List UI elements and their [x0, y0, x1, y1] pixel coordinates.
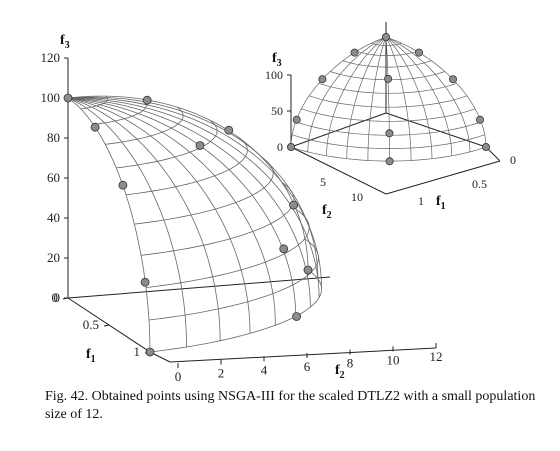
f1-tick-label: 0.5 [83, 317, 99, 332]
inset-f2-tick-label: 5 [320, 175, 326, 189]
inset-data-point [286, 142, 295, 151]
f1-axis-label: f1 [86, 347, 96, 365]
inset-f2-tick-label: 10 [351, 190, 363, 204]
inset-data-point [414, 48, 423, 57]
f1-tick-mark [62, 297, 69, 300]
mesh-meridian [67, 97, 276, 326]
mesh-meridian [67, 97, 151, 353]
inset-mesh-meridian [385, 36, 471, 152]
data-point [142, 95, 152, 105]
mesh-meridian [67, 97, 320, 298]
f2-tick-label: 8 [347, 356, 354, 371]
inset-f1-axis-label: f1 [436, 194, 446, 212]
inset-data-point [384, 74, 393, 83]
inset-f3-tick-label: 0 [277, 140, 283, 154]
mesh-meridian [67, 97, 221, 341]
f3-tick-label: 40 [47, 210, 60, 225]
inset-data-point [381, 33, 390, 42]
f2-tick-label: 10 [387, 352, 400, 367]
inset-f1-tick-label: 1 [418, 194, 424, 208]
f3-tick-label: 60 [47, 170, 60, 185]
mesh-parallel [105, 106, 184, 145]
inset-mesh-parallel [356, 50, 418, 56]
f2-axis-line [169, 347, 437, 363]
f3-tick-label: 120 [41, 50, 61, 65]
inset-f2-axis-label: f2 [322, 203, 332, 221]
inset-mesh-parallel [318, 82, 457, 94]
f2-tick-label: 6 [304, 359, 311, 374]
data-point [63, 93, 73, 103]
f3-tick-label: 20 [47, 250, 60, 265]
inset-f3-tick-label: 100 [265, 68, 283, 82]
inset-mesh-parallel [301, 108, 476, 122]
mesh-parallel [125, 136, 248, 196]
inset-data-point [481, 142, 490, 151]
data-point [303, 265, 313, 275]
inset-f2-inner-edge [290, 112, 387, 148]
inset-data-point [385, 157, 394, 166]
inset-mesh-parallel [292, 134, 485, 149]
inset-f3-axis-label: f3 [272, 51, 282, 69]
surface-mesh [67, 95, 323, 353]
inset-surface-mesh [290, 36, 487, 162]
f1-tick-label: 0 [52, 290, 59, 305]
inset-data-point [318, 75, 327, 84]
inset-front-edge-right [385, 160, 501, 195]
inset-data-point [292, 115, 301, 124]
f3-tick-label: 100 [41, 90, 61, 105]
f3-tick-label: 80 [47, 130, 60, 145]
mesh-parallel [80, 95, 109, 110]
f3-axis-label: f3 [60, 33, 70, 51]
f2-tick-label: 4 [261, 362, 268, 377]
f1-axis-line [67, 297, 152, 354]
data-point [292, 312, 302, 321]
mesh-meridian [67, 97, 297, 317]
f2-tick-label: 12 [430, 349, 443, 364]
data-point [224, 125, 234, 135]
f1-tick-label: 1 [134, 344, 141, 359]
mesh-meridian [67, 97, 311, 308]
inset-f1-tick-label: 0 [510, 153, 516, 167]
mesh-meridian [67, 97, 322, 289]
f3-tick-label: 0 [54, 290, 61, 305]
inset-data-point [448, 75, 457, 84]
mesh-parallel [134, 157, 274, 225]
inset-f3-tick-label: 50 [271, 104, 283, 118]
data-point [195, 141, 205, 150]
data-point [145, 347, 155, 357]
inset-data-point [475, 115, 484, 124]
f2-back-edge [67, 276, 331, 299]
f2-axis-label: f2 [335, 363, 345, 381]
f2-tick-label: 0 [175, 369, 182, 384]
inset-front-edge-left [290, 146, 387, 195]
data-point [279, 244, 289, 254]
inset-data-point [350, 48, 359, 57]
inset-f1-tick-label: 0.5 [472, 177, 487, 191]
mesh-parallel [148, 238, 319, 321]
inset-mesh-parallel [371, 42, 402, 46]
mesh-parallel [141, 181, 295, 256]
data-point [90, 122, 100, 132]
data-point [118, 180, 128, 190]
figure-caption: Fig. 42. Obtained points using NSGA-III … [45, 389, 536, 422]
f2-tick-label: 2 [218, 366, 225, 381]
inset-mesh-parallel [342, 60, 432, 68]
inset-data-point [385, 129, 394, 138]
mesh-parallel [145, 209, 310, 288]
data-point [140, 277, 150, 287]
f1-tick-mark [103, 324, 110, 327]
inset-mesh-parallel [308, 95, 468, 108]
data-point [289, 200, 299, 210]
